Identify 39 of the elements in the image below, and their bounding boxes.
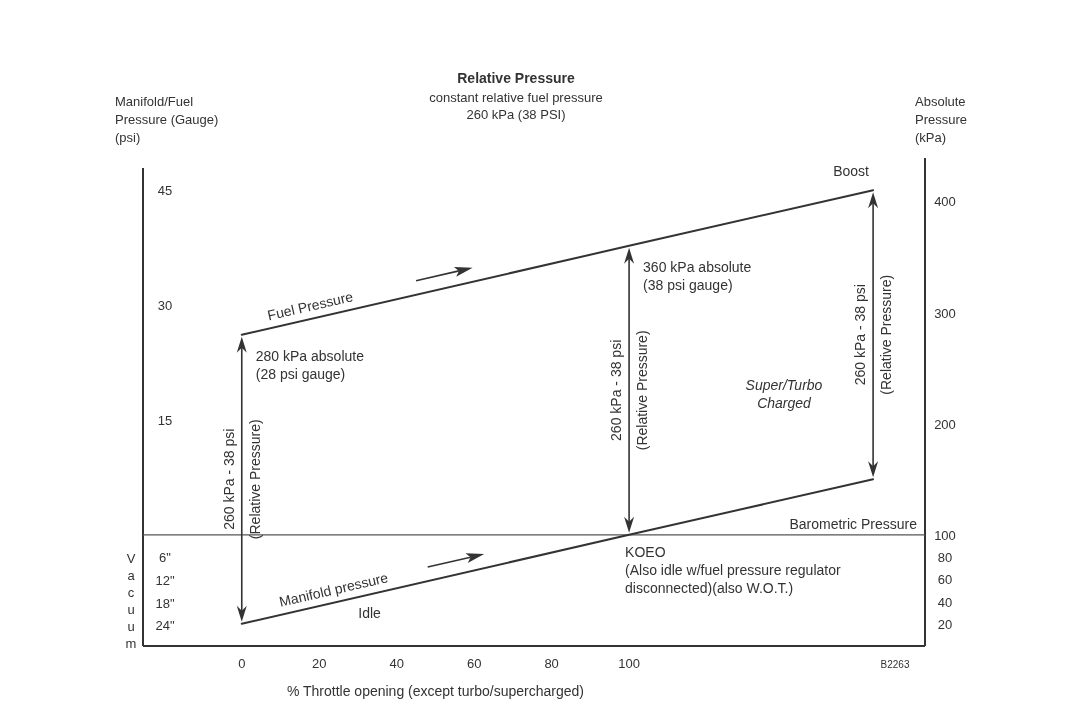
annotation: 260 kPa - 38 psi (Relative Pressure) [608, 330, 651, 451]
x-axis-title: % Throttle opening (except turbo/supercharged) [286, 683, 584, 699]
y2-tick-label: 20 [937, 616, 953, 632]
y-tick-label: 30 [157, 298, 173, 314]
annotation: Idle [358, 605, 382, 622]
text: B2263 [880, 659, 910, 670]
annotation: 260 kPa - 38 psi (Relative Pressure) [852, 274, 895, 395]
y2-tick-label: 200 [934, 416, 956, 432]
chart-subtitle: constant relative fuel pressure 260 kPa (38 PSI) [429, 90, 603, 122]
y3-tick-label: 18" [155, 595, 175, 611]
y2-tick-label: 400 [934, 194, 956, 210]
y3-tick-label: 12" [155, 573, 175, 589]
y3-tick-label: 6" [159, 550, 172, 566]
annotation: 260 kPa - 38 psi (Relative Pressure) [220, 419, 263, 540]
x-tick-label: 0 [238, 656, 246, 671]
annotation: 360 kPa absolute (38 psi gauge) [643, 258, 752, 293]
y3-tick-label: 24" [155, 618, 175, 634]
annotation: Super/Turbo Charged [745, 377, 823, 412]
x-tick-label: 100 [618, 656, 640, 671]
y2-tick-label: 40 [937, 594, 953, 610]
chart-title: Relative Pressure [457, 70, 575, 86]
y2-tick-label: 80 [937, 550, 953, 566]
annotation: 280 kPa absolute (28 psi gauge) [255, 347, 365, 382]
text: Vacuum [125, 550, 137, 651]
x-tick-label: 60 [466, 656, 482, 671]
annotation: KOEO (Also idle w/fuel pressure regulator disconnected)(also W.O.T.) [625, 543, 841, 596]
x-tick-label: 20 [312, 656, 327, 671]
x-tick-label: 80 [544, 656, 559, 671]
y-tick-label: 45 [157, 183, 173, 199]
annotation: Boost [833, 163, 870, 180]
y-tick-label: 15 [157, 413, 173, 429]
y2-tick-label: 60 [937, 572, 953, 588]
x-tick-label: 40 [389, 656, 404, 671]
y2-tick-label: 100 [934, 527, 956, 543]
y2-axis-title: Absolute Pressure (kPa) [915, 94, 968, 145]
y-axis-title: Manifold/Fuel Pressure (Gauge) (psi) [115, 94, 219, 145]
y2-tick-label: 300 [934, 305, 956, 321]
ref-line-label: Barometric Pressure [789, 515, 918, 532]
text: Fuel Pressure [265, 288, 355, 324]
